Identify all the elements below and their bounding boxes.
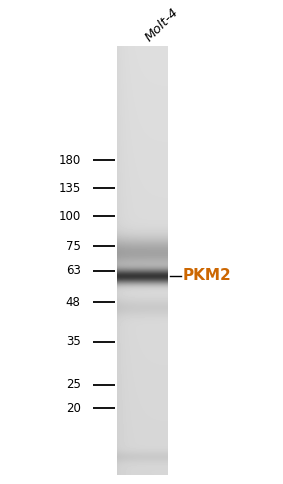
Text: 75: 75: [66, 240, 81, 253]
Text: 35: 35: [66, 335, 81, 348]
Text: 100: 100: [58, 210, 81, 223]
Text: 180: 180: [58, 153, 81, 166]
Text: 25: 25: [66, 378, 81, 391]
Text: 48: 48: [66, 296, 81, 309]
Text: Molt-4: Molt-4: [143, 5, 181, 44]
Text: 20: 20: [66, 402, 81, 415]
Text: 135: 135: [58, 182, 81, 195]
Text: 63: 63: [66, 264, 81, 277]
Text: PKM2: PKM2: [183, 268, 231, 283]
